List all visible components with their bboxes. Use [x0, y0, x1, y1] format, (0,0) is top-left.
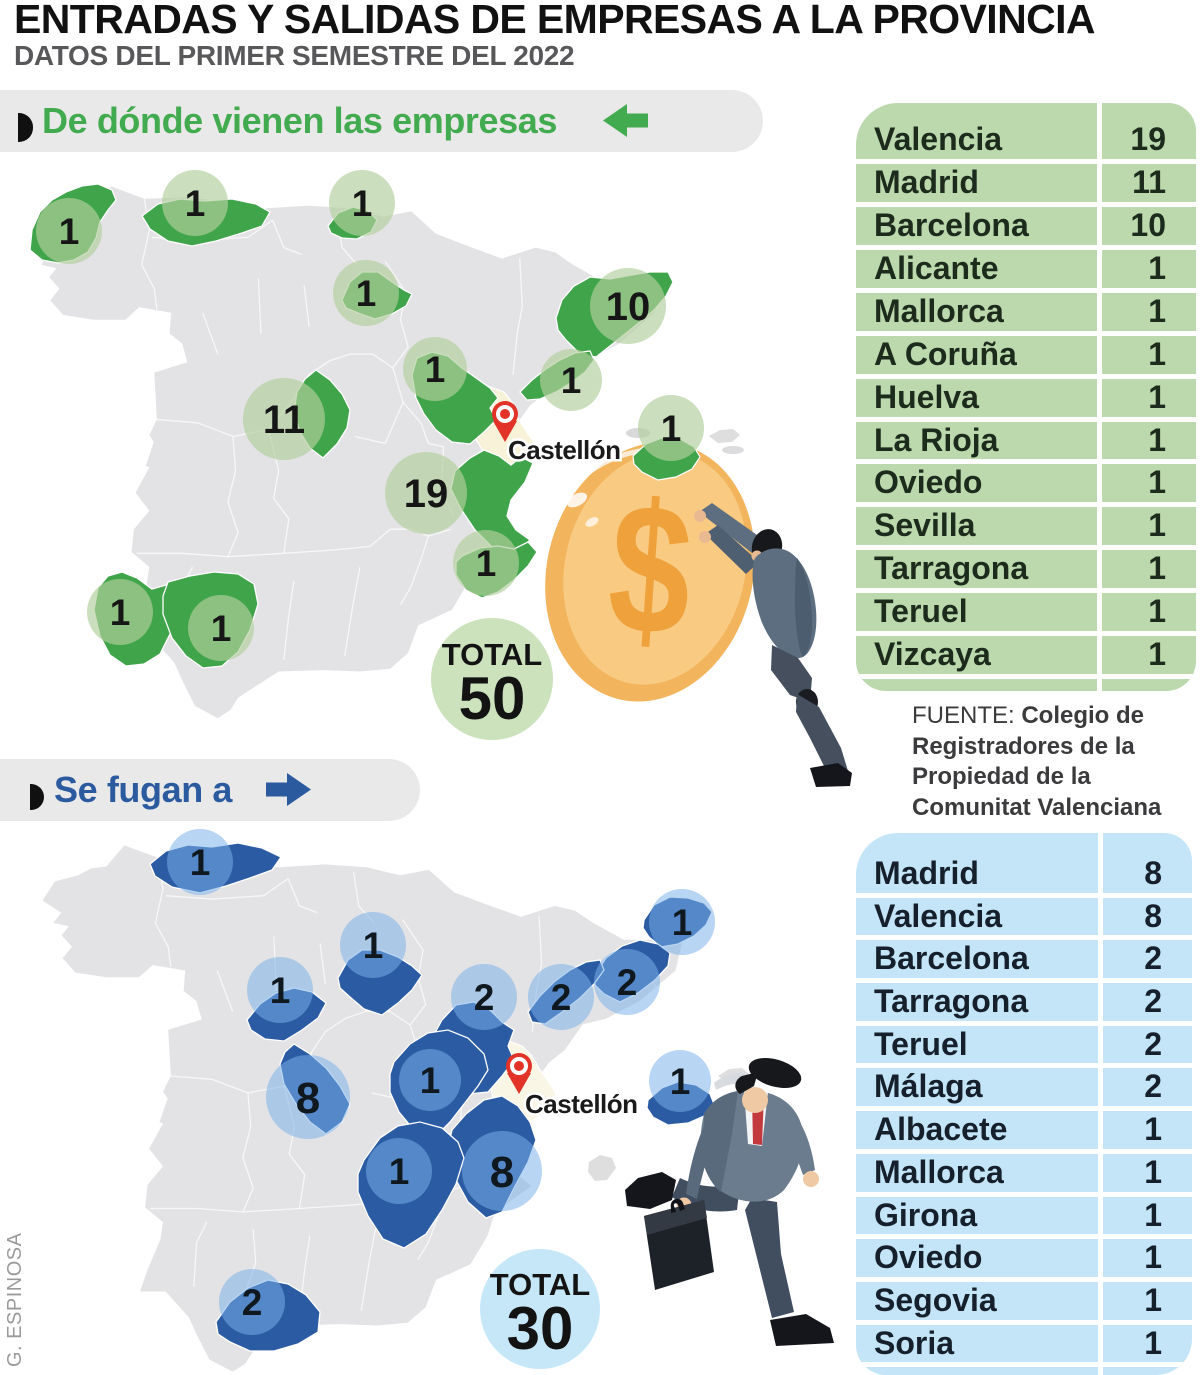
svg-text:1: 1 [211, 608, 232, 649]
svg-text:2: 2 [474, 977, 495, 1018]
svg-text:1: 1 [185, 183, 206, 224]
svg-text:11: 11 [263, 398, 305, 442]
svg-text:8: 8 [296, 1074, 320, 1123]
svg-text:Castellón: Castellón [508, 435, 621, 465]
svg-text:TOTAL: TOTAL [442, 637, 542, 672]
svg-text:1: 1 [420, 1060, 441, 1101]
svg-text:10: 10 [606, 285, 651, 329]
svg-text:1: 1 [356, 273, 377, 314]
svg-text:1: 1 [476, 543, 497, 584]
svg-text:1: 1 [270, 970, 291, 1011]
svg-text:2: 2 [551, 977, 572, 1018]
svg-text:1: 1 [670, 1061, 691, 1102]
svg-text:$: $ [603, 464, 698, 676]
svg-text:1: 1 [59, 211, 80, 252]
svg-text:TOTAL: TOTAL [490, 1267, 590, 1302]
svg-text:1: 1 [389, 1151, 410, 1192]
svg-text:1: 1 [352, 183, 373, 224]
svg-text:2: 2 [617, 962, 638, 1003]
svg-text:1: 1 [672, 902, 693, 943]
svg-text:8: 8 [490, 1148, 514, 1197]
svg-text:50: 50 [459, 665, 526, 732]
svg-text:2: 2 [242, 1282, 263, 1323]
svg-text:1: 1 [425, 349, 446, 390]
svg-text:1: 1 [190, 842, 211, 883]
svg-text:1: 1 [363, 925, 384, 966]
svg-text:1: 1 [661, 408, 682, 449]
svg-text:30: 30 [507, 1295, 574, 1362]
svg-text:1: 1 [561, 360, 582, 401]
svg-text:19: 19 [404, 472, 449, 516]
svg-text:Castellón: Castellón [525, 1089, 638, 1119]
svg-text:1: 1 [110, 592, 131, 633]
